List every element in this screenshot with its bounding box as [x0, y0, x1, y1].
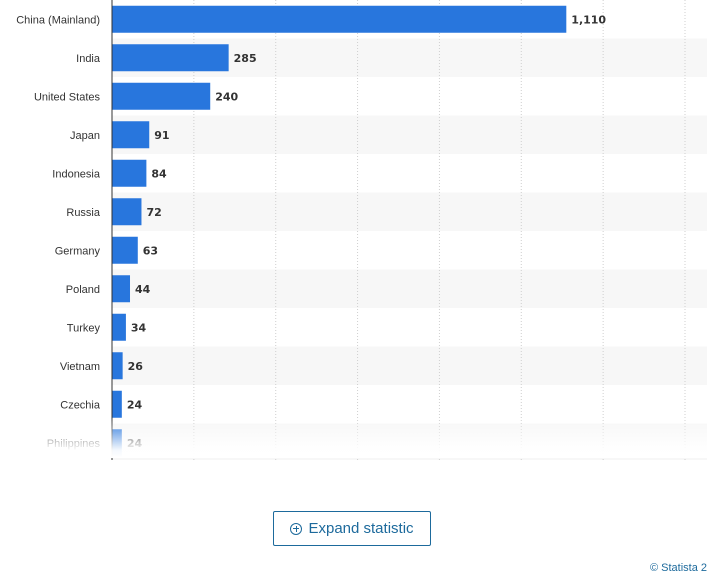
- value-label: 63: [143, 244, 158, 257]
- value-label: 26: [128, 360, 144, 373]
- value-label: 240: [215, 90, 238, 103]
- category-label: Germany: [55, 245, 101, 257]
- bar: [112, 198, 142, 226]
- bar: [112, 5, 567, 33]
- category-label: Poland: [66, 284, 100, 296]
- value-label: 84: [151, 167, 167, 180]
- bar: [112, 44, 229, 72]
- bar: [112, 429, 122, 457]
- value-label: 44: [135, 283, 151, 296]
- row-band: [112, 269, 707, 308]
- bar: [112, 313, 126, 341]
- category-label: Philippines: [47, 438, 101, 450]
- category-label: India: [76, 53, 101, 65]
- row-band: [112, 115, 707, 154]
- bar: [112, 275, 131, 303]
- bar: [112, 352, 123, 380]
- value-label: 91: [154, 129, 169, 142]
- category-label: China (Mainland): [16, 14, 100, 26]
- category-label: Vietnam: [60, 361, 100, 373]
- category-label: Japan: [70, 130, 100, 142]
- expand-statistic-button[interactable]: Expand statistic: [273, 511, 431, 546]
- value-label: 72: [146, 206, 161, 219]
- bar: [112, 390, 122, 418]
- category-label: Czechia: [60, 399, 101, 411]
- category-label: Turkey: [67, 322, 101, 334]
- value-label: 24: [127, 437, 143, 450]
- row-band: [112, 346, 707, 385]
- bar: [112, 82, 211, 110]
- value-label: 24: [127, 398, 143, 411]
- category-label: United States: [34, 91, 101, 103]
- value-label: 285: [234, 52, 257, 65]
- plus-circle-icon: [290, 522, 303, 535]
- category-label: Russia: [66, 207, 101, 219]
- bar: [112, 159, 147, 187]
- statista-credit-link[interactable]: © Statista 2: [649, 562, 707, 574]
- row-band: [112, 192, 707, 231]
- row-band: [112, 423, 707, 460]
- bar-chart: China (Mainland) 1,110 India 285 United Stat…: [16, 0, 707, 460]
- bar: [112, 236, 138, 264]
- value-label: 1,110: [571, 13, 606, 26]
- expand-statistic-label: Expand statistic: [308, 520, 414, 537]
- bar: [112, 121, 150, 149]
- value-label: 34: [131, 321, 147, 334]
- category-label: Indonesia: [52, 168, 101, 180]
